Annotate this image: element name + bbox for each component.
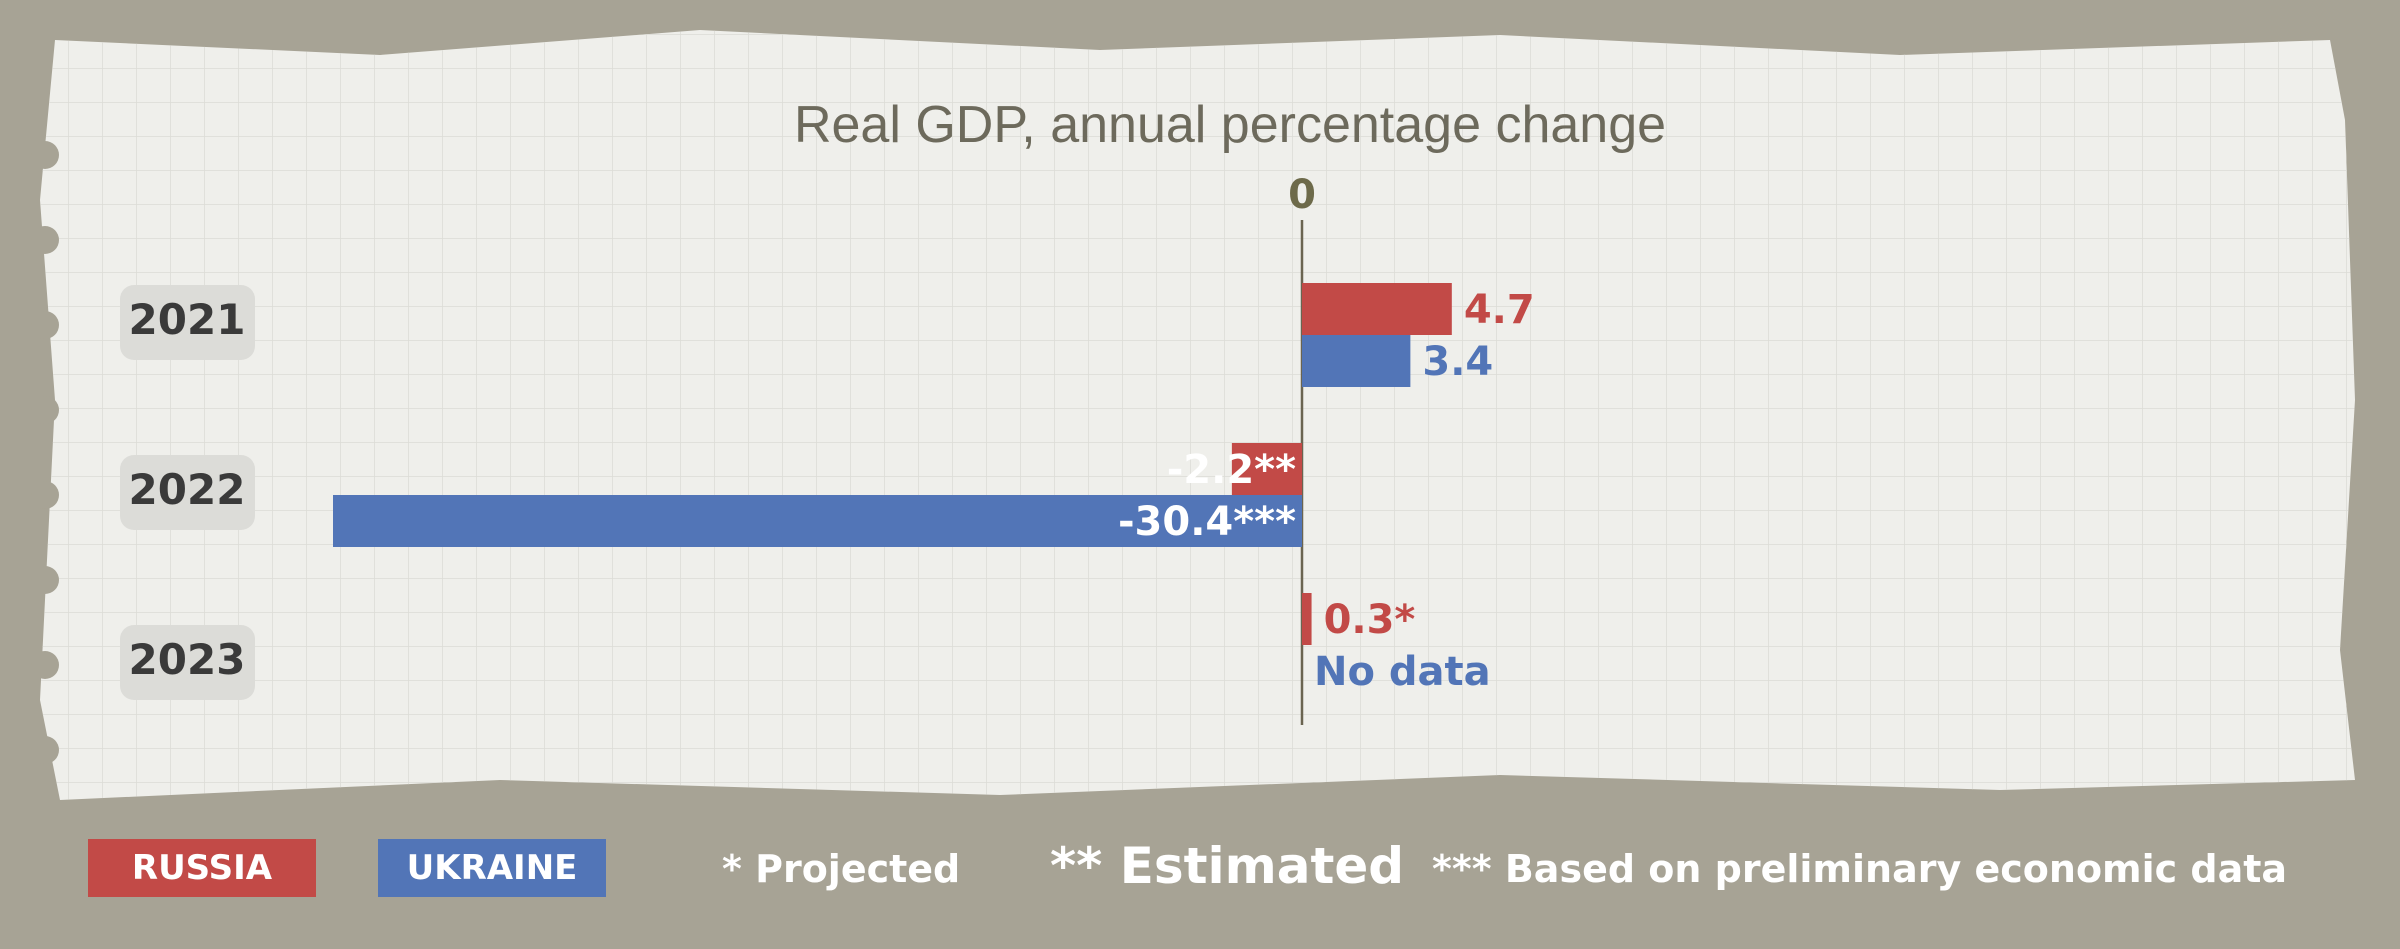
bar-label-ukraine-2022: -30.4*** [1118,499,1296,545]
category-label-2021: 2021 [129,295,246,344]
bar-russia-2023 [1302,593,1312,645]
chart-title: Real GDP, annual percentage change [794,96,1666,154]
note-projected: * Projected [722,847,961,891]
note-estimated: ** Estimated [1050,837,1405,895]
zero-tick-label: 0 [1288,172,1316,218]
bar-label-ukraine-2023: No data [1314,649,1491,695]
year-tag-2021 [120,285,255,360]
category-label-2023: 2023 [129,635,246,684]
bar-russia-2021 [1302,283,1452,335]
bar-russia-2022 [1231,443,1302,495]
legend: RUSSIA UKRAINE * Projected ** Estimated … [0,835,2400,905]
bar-label-russia-2022: -2.2** [1167,447,1296,493]
legend-ukraine: UKRAINE [378,839,606,897]
bar-label-russia-2023: 0.3* [1324,597,1416,643]
bar-label-ukraine-2021: 3.4 [1422,339,1493,385]
bar-ukraine-2021 [1302,335,1411,387]
bar-ukraine-2022 [333,495,1302,547]
note-preliminary: *** Based on preliminary economic data [1432,847,2288,891]
year-tag-2023 [120,625,255,700]
bar-label-russia-2021: 4.7 [1464,287,1535,333]
legend-russia: RUSSIA [88,839,316,897]
year-tag-2022 [120,455,255,530]
category-label-2022: 2022 [129,465,246,514]
